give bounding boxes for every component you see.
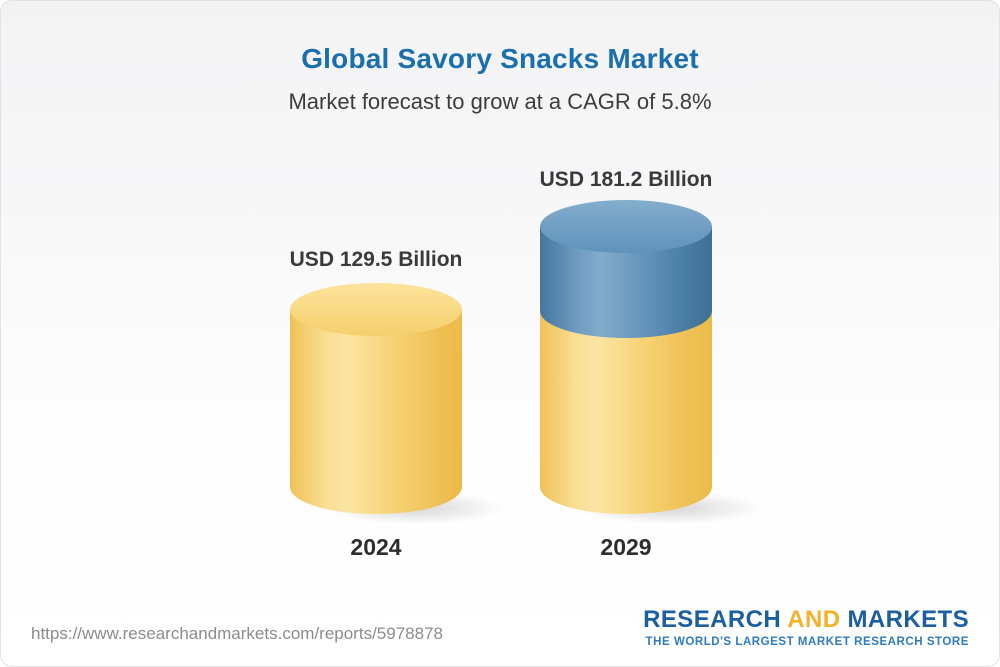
bar-2024-value-label: USD 129.5 Billion	[289, 248, 463, 271]
x-axis-label-2029: 2029	[600, 534, 652, 560]
x-axis-label-2024: 2024	[350, 534, 402, 560]
research-and-markets-logo[interactable]: RESEARCH AND MARKETS THE WORLD'S LARGEST…	[643, 605, 969, 648]
report-url-link[interactable]: https://www.researchandmarkets.com/repor…	[31, 624, 443, 643]
logo-wordmark: RESEARCH AND MARKETS	[643, 605, 969, 633]
logo-word-markets: MARKETS	[847, 605, 969, 633]
chart-subtitle: Market forecast to grow at a CAGR of 5.8…	[288, 89, 712, 114]
bar-2024-cylinder	[290, 309, 462, 514]
bar-2029-cylinder-top	[540, 200, 712, 253]
logo-tagline: THE WORLD'S LARGEST MARKET RESEARCH STOR…	[645, 636, 969, 648]
logo-word-and: AND	[787, 605, 841, 633]
bar-2024-cylinder-top	[290, 283, 462, 336]
chart-title: Global Savory Snacks Market	[301, 43, 699, 74]
bar-2029-value-label: USD 181.2 Billion	[539, 168, 713, 191]
logo-word-research: RESEARCH	[643, 605, 782, 633]
